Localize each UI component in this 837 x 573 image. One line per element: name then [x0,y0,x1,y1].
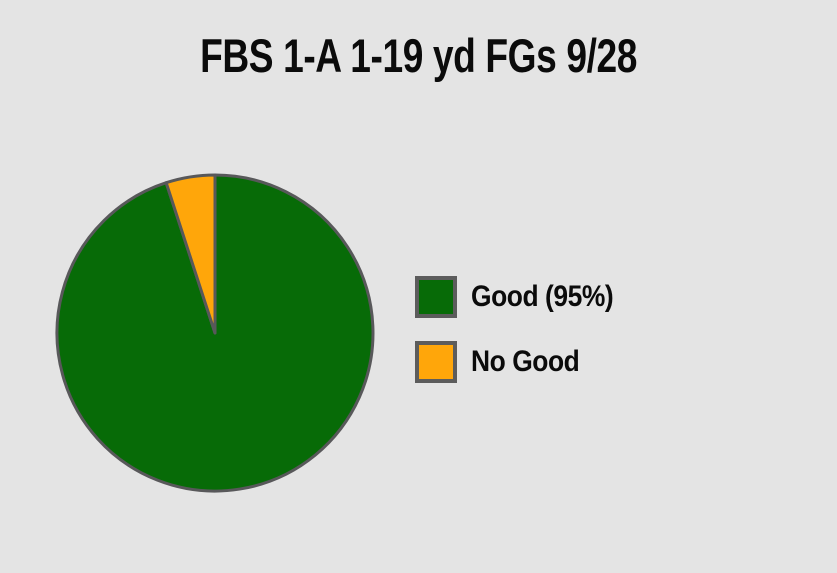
pie-chart [55,173,375,493]
legend-item-no-good: No Good [415,341,633,383]
pie-slice-no-good [164,173,217,335]
legend-label-good: Good (95%) [471,280,614,313]
legend-swatch-no-good-icon [415,341,457,383]
legend-item-good: Good (95%) [415,276,633,318]
legend-swatch-good-icon [415,276,457,318]
chart-title-text: FBS 1-A 1-19 yd FGs 9/28 [200,29,637,82]
legend: Good (95%) No Good [415,276,633,383]
legend-label-no-good: No Good [471,345,580,378]
chart-title: FBS 1-A 1-19 yd FGs 9/28 [0,30,837,82]
